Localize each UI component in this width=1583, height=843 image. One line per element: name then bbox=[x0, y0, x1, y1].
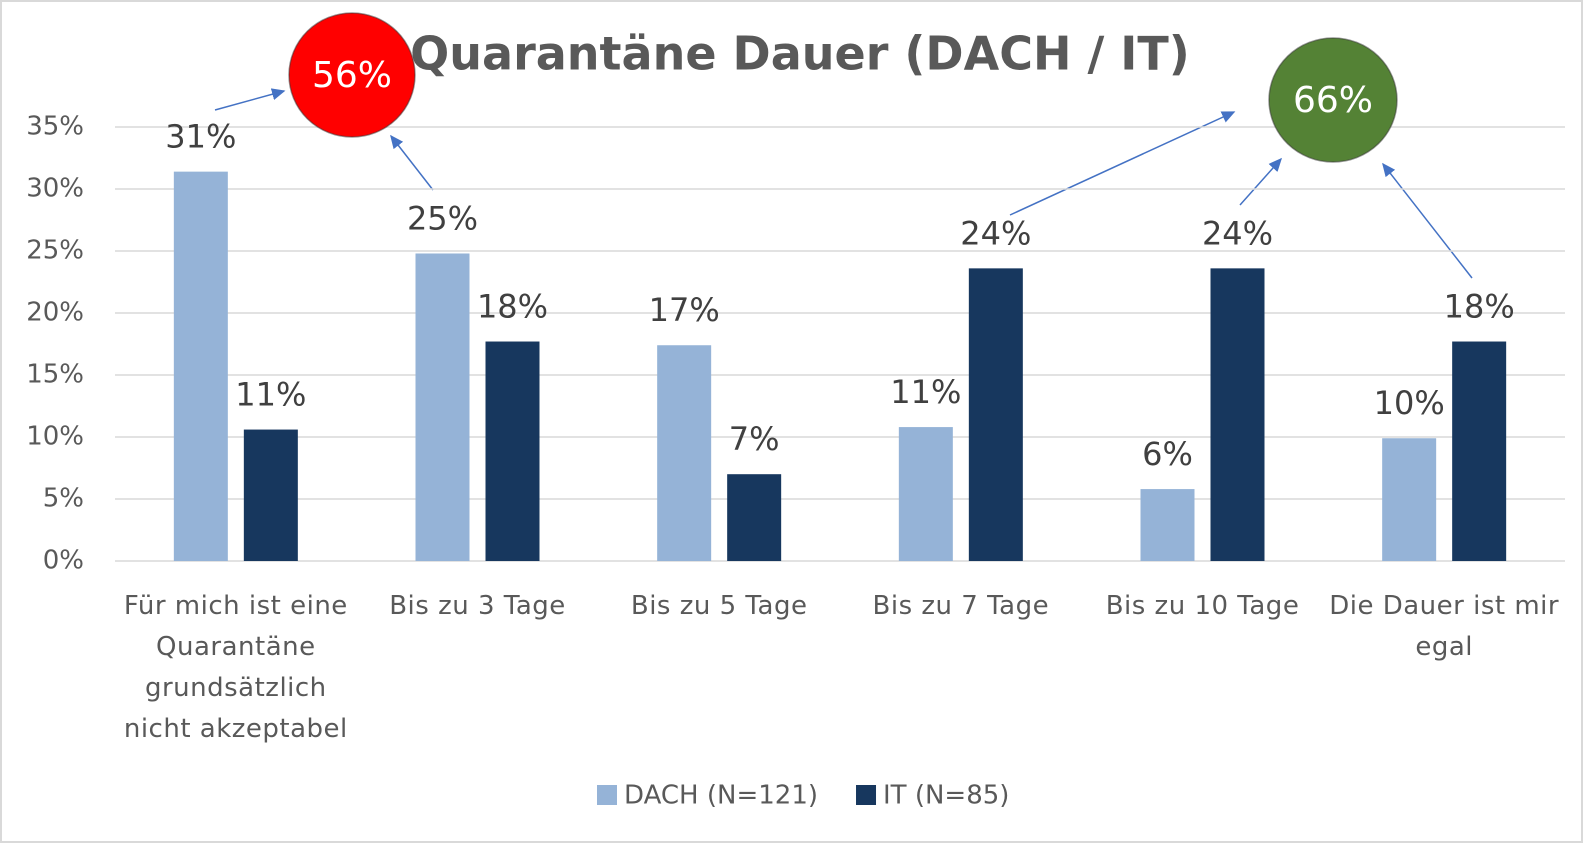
y-tick-label: 35% bbox=[26, 112, 84, 142]
value-label: 31% bbox=[165, 118, 236, 156]
bar bbox=[1452, 341, 1507, 561]
value-label: 24% bbox=[1202, 214, 1273, 252]
x-tick-label: Bis zu 10 Tage bbox=[1105, 591, 1300, 621]
x-tick-label: Für mich ist eine Quarantäne grundsätzli… bbox=[123, 591, 348, 744]
annotation-label: 56% bbox=[312, 55, 392, 96]
bar bbox=[173, 171, 228, 561]
bar bbox=[898, 427, 953, 561]
value-label: 25% bbox=[407, 199, 478, 237]
bar bbox=[1382, 438, 1437, 561]
bar bbox=[485, 341, 540, 561]
bar bbox=[657, 345, 712, 561]
arrows bbox=[214, 88, 1473, 279]
annotation-label: 66% bbox=[1293, 80, 1373, 121]
bar bbox=[968, 268, 1023, 561]
bar bbox=[1140, 489, 1195, 561]
value-label: 10% bbox=[1374, 384, 1445, 422]
legend-label: DACH (N=121) bbox=[624, 781, 818, 811]
legend-swatch bbox=[597, 785, 617, 805]
y-tick-label: 30% bbox=[26, 174, 84, 204]
y-tick-label: 20% bbox=[26, 298, 84, 328]
bar bbox=[243, 429, 298, 561]
value-label: 18% bbox=[1444, 288, 1515, 326]
y-tick-label: 5% bbox=[43, 484, 84, 514]
value-label: 18% bbox=[477, 288, 548, 326]
value-label: 11% bbox=[890, 373, 961, 411]
value-label: 24% bbox=[960, 214, 1031, 252]
value-label: 17% bbox=[649, 291, 720, 329]
y-tick-label: 10% bbox=[26, 422, 84, 452]
legend-label: IT (N=85) bbox=[883, 781, 1009, 811]
y-tick-label: 15% bbox=[26, 360, 84, 390]
x-tick-label: Bis zu 5 Tage bbox=[630, 591, 808, 621]
bar bbox=[415, 253, 470, 562]
annotation-circle bbox=[1268, 37, 1398, 163]
legend-swatch bbox=[856, 785, 877, 805]
x-tick-label: Die Dauer ist mir egal bbox=[1329, 591, 1560, 662]
chart-title: Quarantäne Dauer (DACH / IT) bbox=[410, 27, 1190, 81]
x-tick-label: Bis zu 3 Tage bbox=[389, 591, 566, 621]
y-tick-label: 25% bbox=[26, 236, 84, 266]
bar bbox=[1210, 268, 1265, 561]
value-label: 6% bbox=[1142, 435, 1193, 473]
value-label: 7% bbox=[729, 420, 780, 458]
x-tick-label: Bis zu 7 Tage bbox=[872, 591, 1050, 621]
y-tick-label: 0% bbox=[43, 546, 84, 576]
annotation-circle bbox=[288, 12, 416, 138]
bar bbox=[727, 474, 782, 561]
value-label: 11% bbox=[235, 376, 306, 414]
